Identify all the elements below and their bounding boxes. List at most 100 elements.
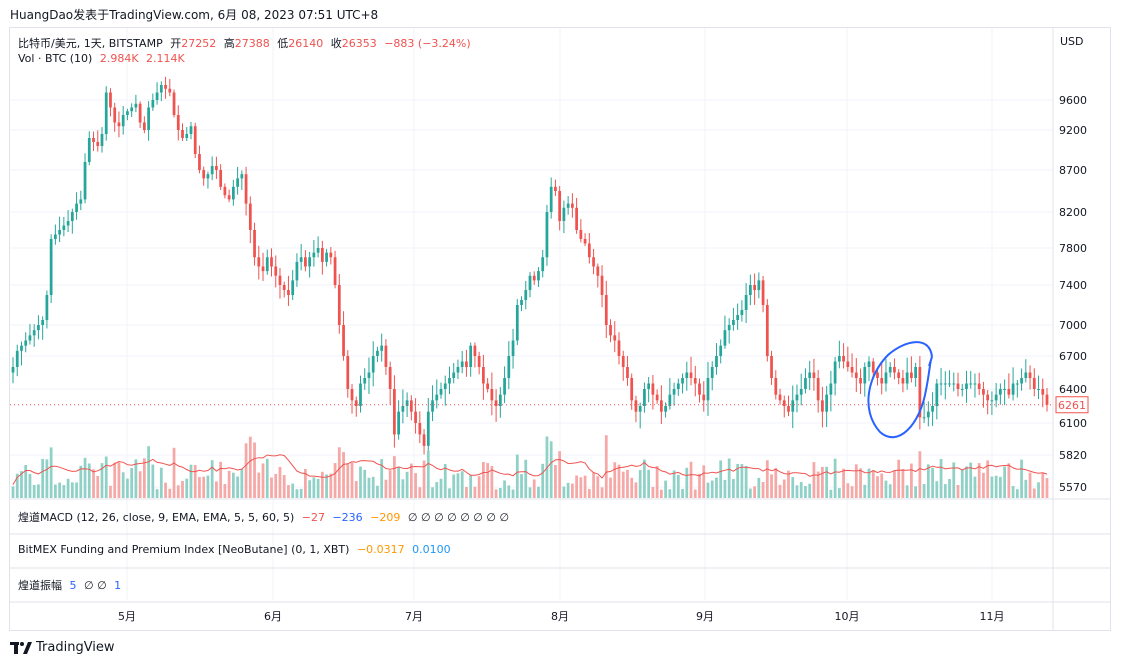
candle-body (79, 199, 83, 204)
volume-bar (897, 459, 901, 498)
volume-bar (939, 459, 943, 498)
candle-body (486, 383, 490, 389)
volume-bar (643, 459, 646, 498)
candle-body (871, 361, 875, 373)
candle-body (829, 383, 833, 395)
candle-body (736, 315, 740, 320)
volume-bar (592, 472, 595, 498)
volume-bar (37, 484, 40, 498)
candle-body (541, 257, 545, 272)
tradingview-brand[interactable]: TradingView (10, 640, 115, 655)
volume-bar (130, 468, 134, 498)
annotation-circle (867, 341, 933, 439)
volume-bar (532, 479, 536, 498)
volume-bar (702, 465, 706, 498)
candle-body (473, 345, 477, 356)
candle-body (456, 367, 460, 373)
volume-bar (75, 482, 78, 498)
volume-bar (109, 485, 112, 498)
candle-body (583, 239, 587, 244)
amplitude-label: 煌道振幅 (18, 579, 62, 592)
volume-bar (104, 456, 108, 498)
candle-body (867, 361, 871, 367)
candle-body (702, 394, 706, 401)
volume-bar (291, 483, 295, 498)
candle-body (795, 394, 799, 401)
volume-bar (337, 447, 341, 498)
volume-bar (393, 456, 396, 498)
candle-body (604, 295, 608, 325)
volume-bar (833, 458, 837, 498)
candle-body (558, 191, 562, 221)
volume-bar (710, 480, 714, 498)
candle-body (549, 186, 553, 212)
candle-body (354, 400, 358, 406)
candle-body (672, 389, 676, 395)
candle-body (956, 383, 960, 389)
candle-body (681, 378, 684, 384)
volume-bar (910, 463, 913, 498)
currency-label[interactable]: USD (1060, 35, 1084, 48)
candle-body (15, 350, 19, 367)
volume-bar (973, 476, 977, 498)
volume-bar (935, 481, 939, 498)
volume-bar (1041, 472, 1045, 498)
candle-body (727, 325, 731, 331)
volume-bar (901, 468, 905, 498)
candle-body (443, 383, 447, 389)
amplitude-legend[interactable]: 煌道振幅 5 ∅ ∅ 1 (18, 577, 121, 593)
volume-bar (405, 471, 409, 498)
price-tick-label: 7800 (1059, 242, 1087, 255)
volume-bar (732, 478, 735, 498)
volume-bar (812, 462, 816, 498)
volume-bar (863, 484, 867, 498)
volume-bar (333, 463, 337, 498)
candle-body (1007, 389, 1011, 395)
volume-bar (465, 487, 468, 498)
price-tick-label: 9200 (1059, 124, 1087, 137)
candle-body (609, 325, 612, 336)
volume-ma-value: 2.114K (146, 52, 185, 65)
bitmex-legend[interactable]: BitMEX Funding and Premium Index [NeoBut… (18, 543, 451, 556)
volume-bar (647, 469, 651, 498)
volume-bar (596, 476, 600, 498)
candle-body (62, 225, 66, 230)
candle-body (816, 378, 820, 401)
candle-body (778, 394, 782, 401)
volume-bar (689, 461, 693, 498)
candle-body (164, 85, 167, 89)
candle-body (676, 383, 680, 389)
volume-bar (986, 460, 990, 498)
volume-bar (354, 481, 358, 498)
candle-body (426, 411, 430, 446)
candle-body (952, 383, 956, 385)
volume-bar (384, 479, 388, 498)
candle-body (274, 266, 278, 276)
close-value: 26353 (341, 37, 377, 50)
macd-legend[interactable]: 煌道MACD (12, 26, close, 9, EMA, EMA, 5, 5… (18, 509, 509, 525)
volume-bar (189, 464, 193, 498)
low-label: 低 (277, 37, 289, 50)
candle-body (905, 372, 909, 384)
volume-bar (172, 447, 176, 498)
candle-body (537, 271, 540, 281)
candle-body (244, 174, 248, 204)
volume-bar (53, 484, 57, 498)
volume-bar (1003, 466, 1007, 498)
volume-bar (236, 476, 239, 498)
candle-body (854, 372, 858, 378)
candle-body (668, 394, 672, 406)
volume-bar (630, 477, 634, 498)
volume-bar (181, 481, 184, 498)
candle-body (587, 243, 591, 258)
candle-body (600, 275, 604, 295)
candle-body (291, 280, 295, 295)
volume-bar (808, 483, 812, 498)
volume-bar (32, 484, 36, 498)
volume-bar (426, 450, 430, 498)
volume-bar (121, 472, 125, 498)
volume-bar (515, 454, 519, 498)
volume-bar (587, 489, 591, 498)
candle-body (1015, 383, 1019, 385)
